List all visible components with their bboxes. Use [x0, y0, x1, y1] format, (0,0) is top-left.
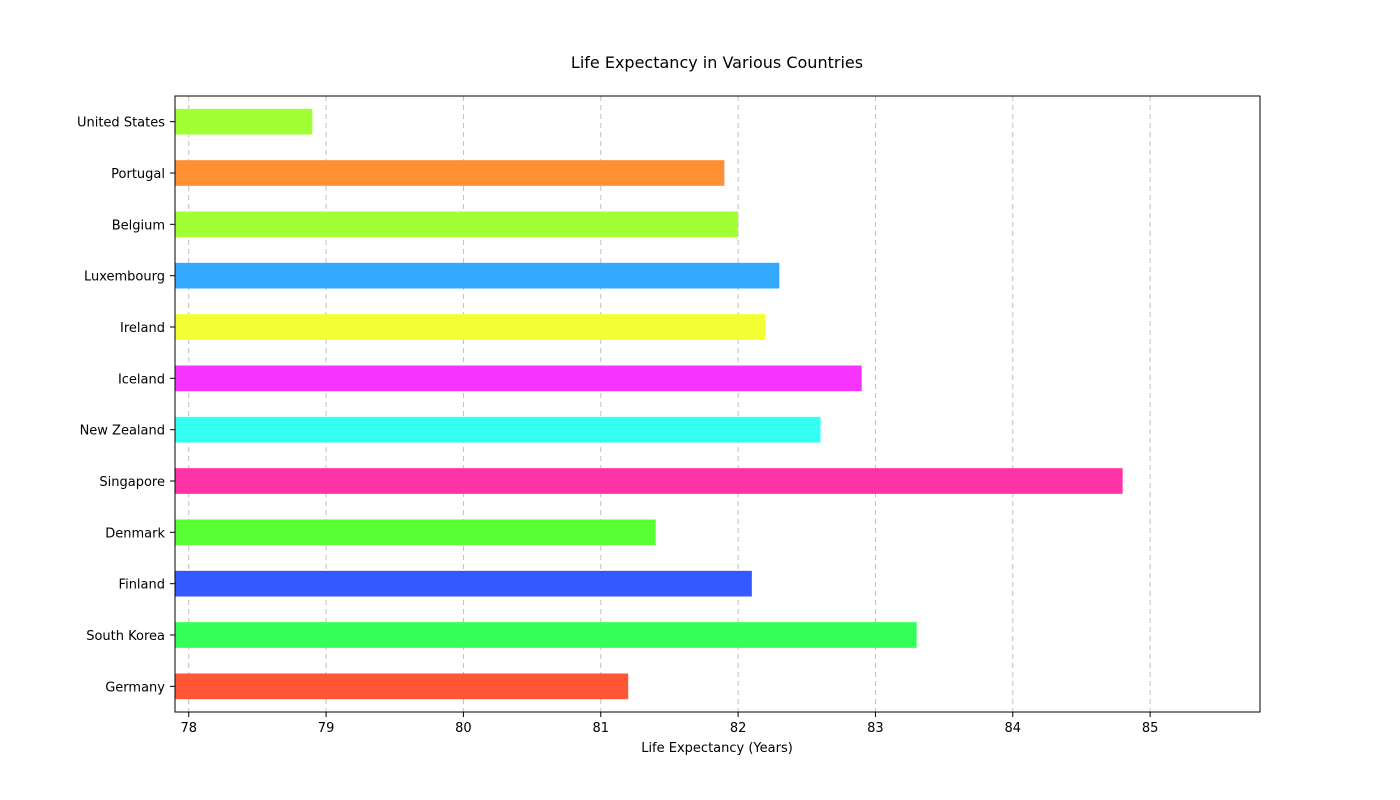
bar-united-states [175, 108, 313, 135]
y-tick-label: Finland [119, 578, 165, 593]
bar-south-korea [175, 622, 917, 648]
bar-portugal [175, 160, 725, 186]
bar-denmark [175, 519, 656, 546]
bar-new-zealand [175, 416, 821, 443]
x-tick-label: 82 [730, 721, 747, 736]
x-tick-label: 84 [1005, 721, 1022, 736]
y-tick-label: United States [77, 116, 165, 131]
x-tick-label: 83 [867, 721, 884, 736]
bars [175, 108, 1123, 700]
chart-title: Life Expectancy in Various Countries [571, 53, 863, 72]
y-tick-label: Belgium [112, 218, 165, 233]
bar-luxembourg [175, 262, 780, 289]
x-tick-label: 81 [592, 721, 609, 736]
y-tick-label: Luxembourg [84, 270, 165, 285]
bar-germany [175, 673, 629, 700]
bar-singapore [175, 468, 1123, 494]
y-tick-label: South Korea [86, 629, 165, 644]
grid-lines [188, 96, 1151, 712]
y-tick-label: Ireland [120, 321, 165, 336]
y-axis: United States Portugal Belgium Luxembourg Ir… [77, 116, 175, 695]
y-tick-label: Portugal [111, 167, 165, 182]
bar-iceland [175, 365, 862, 392]
x-tick-label: 85 [1142, 721, 1159, 736]
x-tick-label: 79 [318, 721, 335, 736]
x-tick-label: 78 [180, 721, 197, 736]
y-tick-label: New Zealand [80, 424, 165, 439]
x-axis-label: Life Expectancy (Years) [641, 741, 793, 756]
plot-frame [174, 95, 1261, 713]
x-tick-label: 80 [455, 721, 472, 736]
bar-ireland [175, 314, 766, 340]
y-tick-label: Singapore [99, 475, 165, 490]
y-tick-label: Germany [105, 680, 165, 695]
bar-belgium [175, 211, 739, 238]
y-tick-label: Iceland [118, 372, 165, 387]
bar-finland [175, 570, 752, 597]
x-axis: 78 79 80 81 82 83 84 85 [180, 712, 1158, 736]
y-tick-label: Denmark [105, 526, 165, 541]
